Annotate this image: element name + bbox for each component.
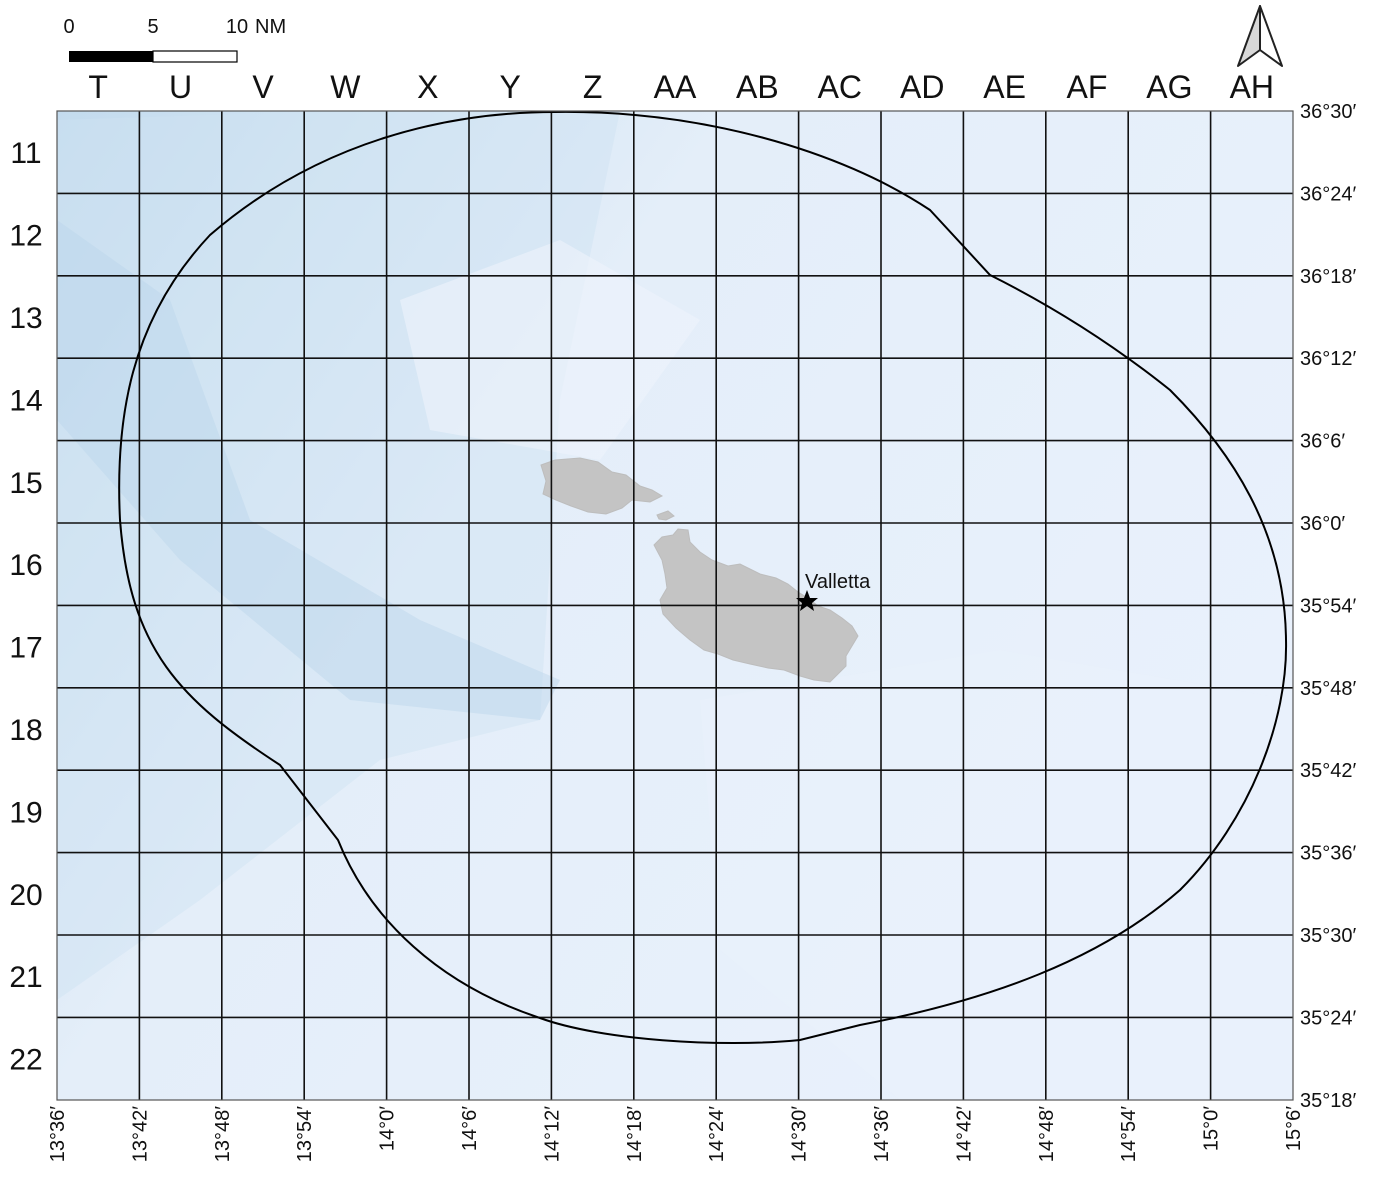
latitude-label: 35°24′ [1300, 1007, 1356, 1029]
longitude-label: 14°42′ [953, 1106, 975, 1162]
latitude-label: 35°18′ [1300, 1090, 1356, 1112]
gozo-island [540, 457, 664, 515]
longitude-label: 13°54′ [294, 1106, 316, 1162]
latitude-label: 36°6′ [1300, 431, 1345, 453]
scale-unit: NM [255, 16, 286, 38]
longitude-label: 14°18′ [624, 1106, 646, 1162]
scale-tick-10: 10 [226, 16, 248, 38]
scale-tick-5: 5 [147, 16, 158, 38]
scale-bar-black-segment [69, 51, 153, 62]
longitude-label: 14°0′ [377, 1106, 399, 1151]
latitude-label: 36°0′ [1300, 513, 1345, 535]
star-icon [796, 590, 818, 611]
longitude-labels: 13°36′ 13°42′ 13°48′ 13°54′ 14°0′ 14°6′ 14°12′… [47, 1106, 1305, 1162]
grid-row-label: 15 [9, 467, 42, 500]
grid-column-label: V [252, 69, 274, 105]
grid-column-label: AE [983, 69, 1026, 105]
latitude-label: 35°30′ [1300, 925, 1356, 947]
latitude-label: 35°54′ [1300, 595, 1356, 617]
grid-column-label: Z [583, 69, 603, 105]
latitude-labels: 36°30′ 36°24′ 36°18′ 36°12′ 36°6′ 36°0′ 35°54′… [1300, 101, 1356, 1112]
grid-column-label: AF [1067, 69, 1108, 105]
latitude-label: 36°12′ [1300, 348, 1356, 370]
grid-column-label: AB [736, 69, 779, 105]
longitude-label: 13°36′ [47, 1106, 69, 1162]
longitude-label: 14°24′ [706, 1106, 728, 1162]
grid-column-label: T [88, 69, 108, 105]
grid-lines [57, 111, 1293, 1100]
grid-row-label: 17 [9, 632, 42, 665]
grid-column-label: U [169, 69, 192, 105]
grid-column-label: AD [900, 69, 944, 105]
scale-bar-white-segment [152, 50, 238, 63]
longitude-label: 15°6′ [1283, 1106, 1305, 1151]
latitude-label: 36°18′ [1300, 266, 1356, 288]
grid-row-label: 16 [9, 549, 42, 582]
longitude-label: 14°30′ [789, 1106, 811, 1162]
grid-column-label: AG [1146, 69, 1192, 105]
longitude-label: 14°6′ [459, 1106, 481, 1151]
grid-row-label: 12 [9, 220, 42, 253]
grid-column-label: Y [500, 69, 521, 105]
grid-column-label: AC [818, 69, 862, 105]
north-arrow-icon [1237, 5, 1283, 67]
longitude-label: 14°54′ [1118, 1106, 1140, 1162]
scale-bar: 0 5 10 NM [63, 16, 286, 63]
grid-row-label: 20 [9, 879, 42, 912]
latitude-label: 36°30′ [1300, 101, 1356, 123]
row-labels: 11 12 13 14 15 16 17 18 19 20 21 22 [9, 137, 42, 1076]
grid-column-label: X [417, 69, 438, 105]
grid-column-label: AH [1230, 69, 1274, 105]
grid-column-label: W [330, 69, 361, 105]
territorial-boundary-line [118, 110, 1288, 1045]
grid-row-label: 11 [10, 137, 41, 170]
latitude-label: 35°36′ [1300, 843, 1356, 865]
grid-row-label: 13 [9, 302, 42, 335]
grid-row-label: 21 [9, 961, 42, 994]
latitude-label: 35°48′ [1300, 678, 1356, 700]
map-frame [56, 110, 1294, 1101]
column-labels: T U V W X Y Z AA AB AC AD AE AF AG AH [88, 69, 1274, 105]
grid-row-label: 19 [9, 796, 42, 829]
comino-island [656, 510, 675, 521]
longitude-label: 14°36′ [871, 1106, 893, 1162]
place-label-valletta: Valletta [805, 571, 871, 593]
latitude-label: 35°42′ [1300, 760, 1356, 782]
longitude-label: 14°12′ [541, 1106, 563, 1162]
grid-row-label: 18 [9, 714, 42, 747]
scale-tick-0: 0 [63, 16, 74, 38]
longitude-label: 15°0′ [1201, 1106, 1223, 1151]
grid-row-label: 14 [9, 384, 42, 417]
longitude-label: 13°48′ [212, 1106, 234, 1162]
valletta-marker: Valletta [796, 571, 871, 611]
grid-column-label: AA [654, 69, 697, 105]
grid-row-label: 22 [9, 1044, 42, 1077]
longitude-label: 13°42′ [129, 1106, 151, 1162]
latitude-label: 36°24′ [1300, 183, 1356, 205]
longitude-label: 14°48′ [1036, 1106, 1058, 1162]
